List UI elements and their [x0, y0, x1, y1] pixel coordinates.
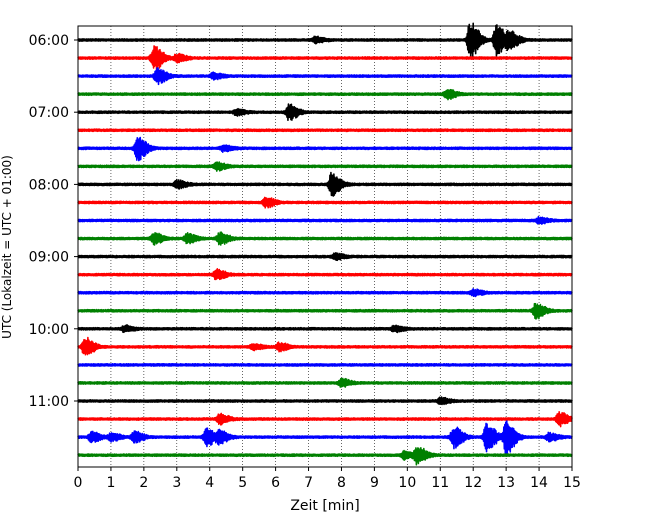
- trace-line: [77, 45, 573, 71]
- trace-line: [77, 362, 573, 367]
- x-tick-label: 11: [431, 475, 449, 491]
- x-tick-label: 9: [370, 475, 379, 491]
- x-tick-label: 15: [563, 475, 581, 491]
- trace-line: [77, 396, 573, 406]
- trace-line: [77, 268, 573, 281]
- x-tick-label: 5: [238, 475, 247, 491]
- x-tick-label: 4: [205, 475, 214, 491]
- x-tick-label: 2: [139, 475, 148, 491]
- x-tick-label: 7: [304, 475, 313, 491]
- y-tick-label: 08:00: [29, 177, 69, 193]
- trace-line: [77, 196, 573, 209]
- trace-line: [77, 447, 573, 466]
- x-tick-label: 14: [530, 475, 548, 491]
- y-tick-label: 11:00: [29, 394, 69, 410]
- x-tick-label: 0: [74, 475, 83, 491]
- x-tick-label: 13: [497, 475, 515, 491]
- trace-line: [77, 252, 573, 262]
- x-tick-label: 12: [464, 475, 482, 491]
- trace-line: [77, 136, 573, 162]
- plot-frame: [77, 25, 573, 468]
- trace-line: [77, 324, 573, 334]
- x-tick-label: 8: [337, 475, 346, 491]
- trace-line: [77, 377, 573, 388]
- x-tick-label: 10: [398, 475, 416, 491]
- trace-line: [77, 128, 573, 133]
- y-tick-label: 06:00: [29, 33, 69, 49]
- y-ticks: 06:00 07:00 08:00 09:00 10:00 11:00: [29, 33, 78, 410]
- trace-line: [77, 22, 573, 58]
- trace-line: [77, 161, 573, 172]
- y-tick-label: 10:00: [29, 322, 69, 338]
- trace-line: [77, 336, 573, 356]
- x-axis-title: Zeit [min]: [290, 498, 359, 514]
- trace-line: [77, 411, 573, 428]
- trace-line: [77, 171, 573, 197]
- trace-line: [77, 215, 573, 225]
- trace-series: [77, 22, 573, 466]
- trace-line: [77, 88, 573, 101]
- y-axis-title: UTC (Lokalzeit = UTC + 01:00): [0, 155, 14, 339]
- y-tick-label: 09:00: [29, 250, 69, 266]
- y-tick-label: 07:00: [29, 105, 69, 121]
- trace-line: [77, 103, 573, 122]
- x-tick-label: 6: [271, 475, 280, 491]
- trace-line: [77, 67, 573, 86]
- trace-line: [77, 420, 573, 454]
- trace-line: [77, 302, 573, 320]
- x-tick-label: 1: [106, 475, 115, 491]
- x-tick-label: 3: [172, 475, 181, 491]
- x-ticks: 0 1 2 3 4 5 6 7 8 9 10 11 12 13 14 15: [74, 467, 581, 491]
- trace-line: [77, 231, 573, 246]
- trace-line: [77, 287, 573, 298]
